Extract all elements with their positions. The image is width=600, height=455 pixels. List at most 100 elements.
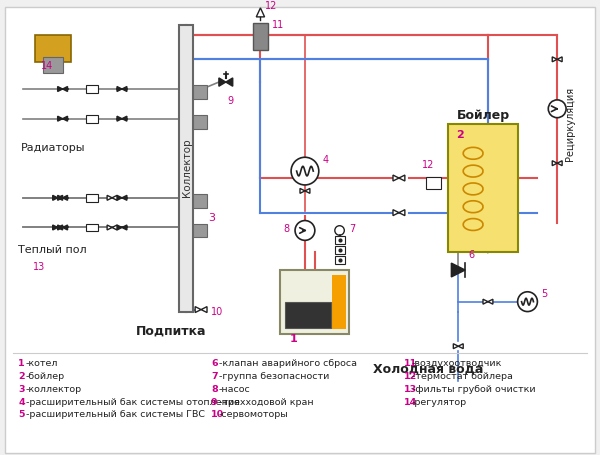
Bar bbox=[86, 223, 98, 232]
Polygon shape bbox=[488, 299, 493, 304]
Polygon shape bbox=[399, 175, 405, 181]
Polygon shape bbox=[557, 57, 562, 62]
Bar bbox=[86, 115, 98, 123]
Bar bbox=[35, 35, 71, 62]
Bar bbox=[193, 223, 207, 238]
Bar bbox=[280, 270, 349, 334]
Text: 6: 6 bbox=[211, 359, 218, 368]
Polygon shape bbox=[552, 57, 557, 62]
Polygon shape bbox=[58, 225, 62, 230]
Bar bbox=[86, 85, 98, 93]
Polygon shape bbox=[122, 116, 127, 121]
Polygon shape bbox=[58, 195, 62, 200]
Polygon shape bbox=[305, 188, 310, 193]
Polygon shape bbox=[122, 225, 127, 230]
Text: 7: 7 bbox=[349, 224, 356, 234]
Bar bbox=[448, 124, 518, 252]
Polygon shape bbox=[399, 210, 405, 216]
Polygon shape bbox=[107, 225, 112, 230]
Text: -регулятор: -регулятор bbox=[412, 398, 467, 407]
Text: 8: 8 bbox=[211, 385, 218, 394]
Circle shape bbox=[548, 100, 566, 118]
Text: -фильты грубой очистки: -фильты грубой очистки bbox=[412, 385, 535, 394]
Polygon shape bbox=[58, 116, 62, 121]
Polygon shape bbox=[201, 307, 207, 313]
Text: Бойлер: Бойлер bbox=[457, 109, 509, 122]
Circle shape bbox=[335, 226, 344, 235]
Polygon shape bbox=[62, 116, 68, 121]
Polygon shape bbox=[454, 344, 458, 349]
Text: -трехходовой кран: -трехходовой кран bbox=[219, 398, 314, 407]
Text: 14: 14 bbox=[41, 61, 53, 71]
Text: Коллектор: Коллектор bbox=[182, 139, 192, 197]
Polygon shape bbox=[122, 86, 127, 91]
Polygon shape bbox=[117, 116, 122, 121]
Text: 1: 1 bbox=[290, 334, 298, 344]
Polygon shape bbox=[557, 161, 562, 166]
Bar bbox=[193, 115, 207, 129]
Bar bbox=[335, 237, 344, 244]
Text: -расширительный бак системы ГВС: -расширительный бак системы ГВС bbox=[26, 410, 205, 420]
Polygon shape bbox=[117, 225, 122, 230]
Polygon shape bbox=[552, 161, 557, 166]
Polygon shape bbox=[393, 210, 399, 216]
Polygon shape bbox=[112, 225, 117, 230]
Polygon shape bbox=[256, 8, 265, 17]
Text: Радиаторы: Радиаторы bbox=[20, 143, 85, 153]
Bar bbox=[335, 256, 344, 264]
Polygon shape bbox=[62, 86, 68, 91]
Text: 12: 12 bbox=[422, 160, 434, 170]
Polygon shape bbox=[62, 195, 68, 200]
Text: 4: 4 bbox=[323, 155, 329, 165]
Text: 8: 8 bbox=[283, 224, 289, 234]
Bar bbox=[253, 23, 268, 51]
Bar bbox=[332, 275, 346, 329]
Polygon shape bbox=[58, 195, 62, 200]
Text: 1: 1 bbox=[18, 359, 25, 368]
Circle shape bbox=[291, 157, 319, 185]
Polygon shape bbox=[62, 225, 68, 230]
Text: 9: 9 bbox=[228, 96, 234, 106]
Polygon shape bbox=[393, 175, 399, 181]
Text: 13: 13 bbox=[33, 262, 45, 272]
Text: Рециркуляция: Рециркуляция bbox=[565, 86, 575, 161]
Bar bbox=[43, 57, 62, 73]
Text: Подпитка: Подпитка bbox=[136, 325, 206, 338]
Polygon shape bbox=[195, 307, 201, 313]
Bar bbox=[193, 85, 207, 99]
Polygon shape bbox=[483, 299, 488, 304]
Text: 9: 9 bbox=[211, 398, 218, 407]
Text: -котел: -котел bbox=[26, 359, 58, 368]
Text: -бойлер: -бойлер bbox=[26, 372, 65, 381]
Text: 13: 13 bbox=[404, 385, 417, 394]
Bar bbox=[285, 302, 331, 329]
Text: Теплый пол: Теплый пол bbox=[19, 245, 87, 255]
Text: 12: 12 bbox=[265, 1, 278, 11]
Polygon shape bbox=[458, 344, 463, 349]
Bar bbox=[425, 177, 442, 189]
Text: 14: 14 bbox=[404, 398, 417, 407]
Polygon shape bbox=[53, 195, 58, 200]
Text: -термостат бойлера: -термостат бойлера bbox=[412, 372, 512, 381]
Polygon shape bbox=[53, 225, 58, 230]
Circle shape bbox=[295, 221, 315, 240]
Text: Холодная вода: Холодная вода bbox=[373, 363, 484, 375]
Polygon shape bbox=[112, 195, 117, 200]
Text: 5: 5 bbox=[18, 410, 25, 420]
Bar bbox=[179, 25, 193, 312]
Bar bbox=[335, 246, 344, 254]
Text: -коллектор: -коллектор bbox=[26, 385, 82, 394]
Polygon shape bbox=[107, 195, 112, 200]
Polygon shape bbox=[300, 188, 305, 193]
Text: 5: 5 bbox=[541, 289, 548, 299]
Text: 2: 2 bbox=[18, 372, 25, 381]
Polygon shape bbox=[451, 263, 465, 277]
Text: 7: 7 bbox=[211, 372, 218, 381]
Text: -воздухоотводчик: -воздухоотводчик bbox=[412, 359, 502, 368]
Text: 12: 12 bbox=[404, 372, 417, 381]
Circle shape bbox=[518, 292, 538, 312]
Polygon shape bbox=[219, 78, 226, 86]
Polygon shape bbox=[58, 225, 62, 230]
Text: -клапан аварийного сброса: -клапан аварийного сброса bbox=[219, 359, 357, 368]
Polygon shape bbox=[58, 86, 62, 91]
